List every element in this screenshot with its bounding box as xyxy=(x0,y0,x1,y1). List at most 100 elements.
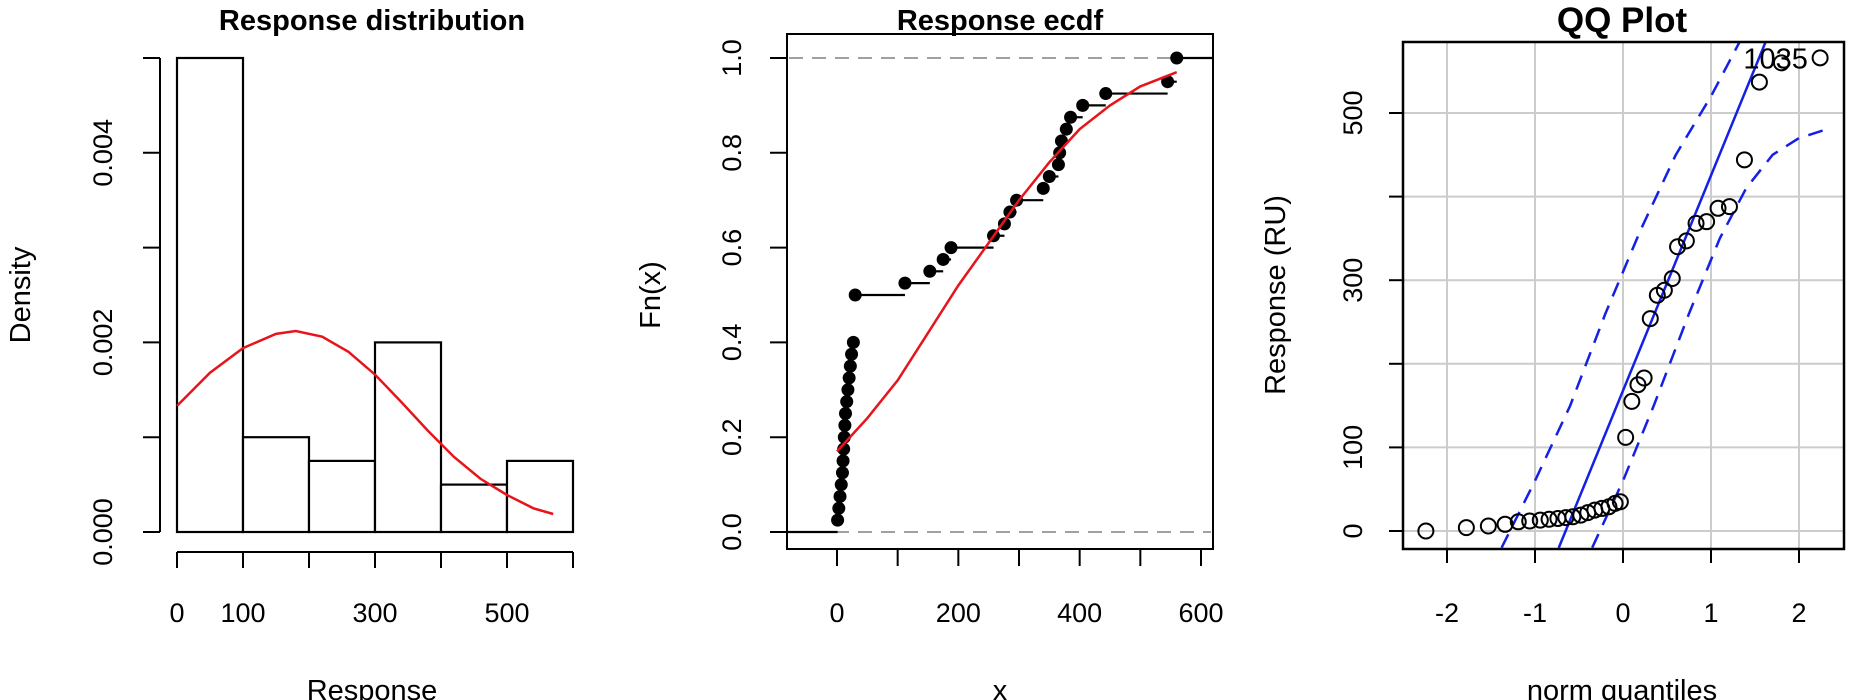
histogram-density-curve xyxy=(176,329,554,516)
qq-annotation: 1035 xyxy=(1743,44,1808,76)
qq-point xyxy=(1677,232,1695,250)
qq-points xyxy=(1417,49,1829,540)
qq-y-tick-label: 100 xyxy=(1338,425,1368,470)
qq-x-tick-label: 1 xyxy=(1703,598,1718,628)
histogram-bars xyxy=(175,56,575,534)
ecdf-point xyxy=(936,252,950,266)
ecdf-x-tick-label: 600 xyxy=(1178,598,1223,628)
qq-point xyxy=(1772,54,1790,72)
ecdf-point xyxy=(845,347,859,361)
histogram-y-tick-label: 0.000 xyxy=(88,498,118,566)
ecdf-point xyxy=(1059,122,1073,136)
qq-point xyxy=(1540,510,1558,528)
qq-confidence-envelope xyxy=(1591,128,1826,549)
ecdf-point xyxy=(1051,158,1065,172)
qq-point xyxy=(1457,519,1475,537)
ecdf-title: Response ecdf xyxy=(897,5,1104,37)
qq-point xyxy=(1669,238,1687,256)
qq-x-tick-label: 0 xyxy=(1615,598,1630,628)
ecdf-point xyxy=(1099,87,1113,101)
qq-x-label: norm quantiles xyxy=(1527,675,1717,700)
qq-panel: QQ Plot norm quantiles Response (RU) 103… xyxy=(1260,1,1846,700)
histogram-x-tick-label: 100 xyxy=(220,598,265,628)
ecdf-point xyxy=(838,407,852,420)
qq-point xyxy=(1479,517,1497,535)
qq-x-tick-label: -2 xyxy=(1435,598,1459,628)
qq-confidence-envelope xyxy=(1500,42,1741,549)
ecdf-y-tick-label: 1.0 xyxy=(717,39,747,77)
ecdf-x-tick-label: 200 xyxy=(936,598,981,628)
ecdf-point xyxy=(835,466,849,480)
qq-point xyxy=(1720,198,1738,216)
qq-reference-line xyxy=(1557,42,1767,549)
qq-y-tick-label: 300 xyxy=(1338,258,1368,303)
qq-point xyxy=(1564,508,1582,526)
ecdf-point xyxy=(843,359,857,373)
ecdf-point xyxy=(1170,51,1184,65)
qq-point xyxy=(1709,199,1727,217)
histogram-y-axis: 0.000 0.002 0.004 xyxy=(88,57,161,566)
histogram-bar xyxy=(241,436,311,534)
qq-point xyxy=(1635,369,1653,387)
qq-point xyxy=(1509,513,1527,531)
ecdf-panel: Response ecdf x Fn(x) 0 200 400 600 0.00.20… xyxy=(635,5,1224,700)
histogram-x-label: Response xyxy=(307,675,438,700)
qq-x-tick-label: 2 xyxy=(1791,598,1806,628)
qq-x-axis: -2 -1 0 1 2 xyxy=(1435,549,1807,628)
ecdf-y-tick-label: 0.6 xyxy=(717,229,747,267)
ecdf-reference-lines xyxy=(789,57,1211,533)
histogram-x-tick-label: 500 xyxy=(484,598,529,628)
ecdf-y-label: Fn(x) xyxy=(635,261,667,329)
histogram-panel: Response distribution Response Density 0… xyxy=(5,5,575,700)
qq-y-tick-label: 500 xyxy=(1338,90,1368,135)
ecdf-y-tick-label: 0.4 xyxy=(717,324,747,362)
histogram-title: Response distribution xyxy=(219,5,525,37)
ecdf-point xyxy=(848,288,862,302)
ecdf-point xyxy=(836,454,850,468)
ecdf-point xyxy=(834,478,848,492)
ecdf-point xyxy=(831,513,845,527)
ecdf-point xyxy=(944,241,958,255)
qq-reference-lines xyxy=(1500,42,1826,549)
qq-point xyxy=(1623,392,1641,410)
ecdf-point xyxy=(1161,75,1175,89)
histogram-x-tick-label: 0 xyxy=(169,598,184,628)
ecdf-y-tick-label: 0.2 xyxy=(717,418,747,456)
qq-point xyxy=(1698,213,1716,231)
ecdf-point xyxy=(1076,98,1090,112)
ecdf-point xyxy=(842,371,856,385)
histogram-bar xyxy=(439,483,509,534)
qq-y-label: Response (RU) xyxy=(1260,195,1292,395)
ecdf-point xyxy=(898,276,912,290)
qq-point xyxy=(1417,522,1435,540)
ecdf-point xyxy=(838,418,852,432)
qq-point xyxy=(1496,515,1514,533)
histogram-y-label: Density xyxy=(5,246,37,343)
qq-x-tick-label: -1 xyxy=(1523,598,1547,628)
ecdf-point xyxy=(923,264,937,278)
ecdf-point xyxy=(1036,181,1050,195)
qq-y-tick-label: 0 xyxy=(1338,523,1368,538)
qq-title: QQ Plot xyxy=(1557,1,1688,40)
ecdf-point xyxy=(841,383,855,397)
ecdf-point xyxy=(1064,110,1078,124)
ecdf-x-axis: 0 200 400 600 xyxy=(829,548,1224,628)
qq-point xyxy=(1655,281,1673,299)
ecdf-point xyxy=(1042,170,1056,183)
qq-point xyxy=(1521,512,1539,530)
ecdf-point xyxy=(840,395,854,409)
ecdf-steps xyxy=(787,51,1213,534)
histogram-x-tick-label: 300 xyxy=(352,598,397,628)
qq-point xyxy=(1531,511,1549,529)
ecdf-y-tick-label: 0.0 xyxy=(717,513,747,551)
ecdf-y-tick-label: 0.8 xyxy=(717,134,747,172)
ecdf-normal-curve xyxy=(836,71,1178,453)
histogram-y-tick-label: 0.004 xyxy=(88,119,118,187)
qq-point xyxy=(1750,73,1768,91)
ecdf-point xyxy=(832,501,846,515)
ecdf-point xyxy=(1010,193,1024,207)
qq-point xyxy=(1735,151,1753,169)
ecdf-x-tick-label: 0 xyxy=(829,598,844,628)
ecdf-normal-curve-line xyxy=(836,71,1178,453)
